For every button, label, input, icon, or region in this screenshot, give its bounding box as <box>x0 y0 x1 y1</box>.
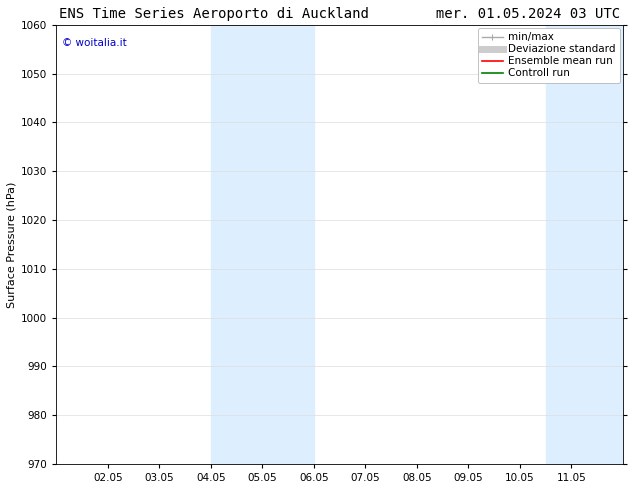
Text: © woitalia.it: © woitalia.it <box>62 38 127 48</box>
Legend: min/max, Deviazione standard, Ensemble mean run, Controll run: min/max, Deviazione standard, Ensemble m… <box>478 28 620 83</box>
Y-axis label: Surface Pressure (hPa): Surface Pressure (hPa) <box>7 181 17 308</box>
Bar <box>546 25 623 464</box>
Bar <box>211 25 314 464</box>
Title: ENS Time Series Aeroporto di Auckland        mer. 01.05.2024 03 UTC: ENS Time Series Aeroporto di Auckland me… <box>59 7 620 21</box>
